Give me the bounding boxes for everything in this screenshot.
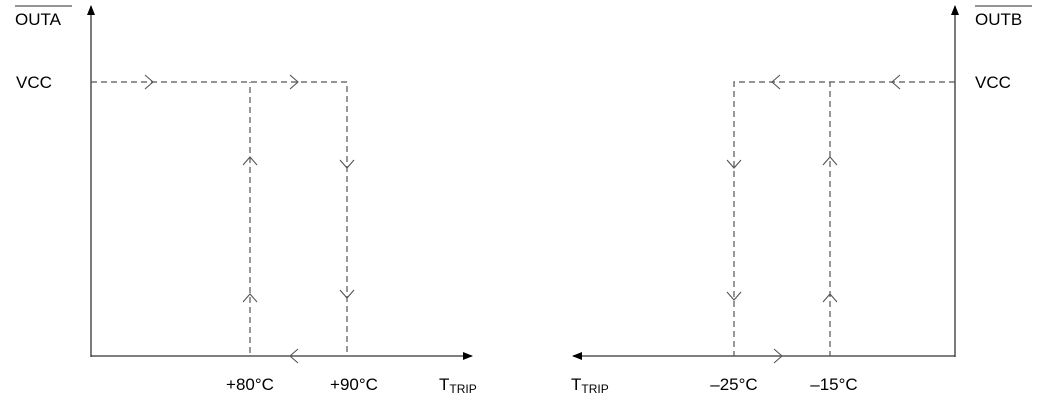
arrow-up-icon: [242, 156, 258, 166]
left-direction-arrows: [144, 74, 355, 364]
arrow-up-icon: [242, 293, 258, 303]
arrow-down-icon: [726, 291, 742, 301]
arrow-left-icon: [771, 74, 781, 90]
arrow-right-icon: [144, 74, 154, 90]
left-threshold-high: +90°C: [330, 375, 378, 394]
arrow-down-icon: [339, 289, 355, 299]
arrow-down-icon: [339, 159, 355, 169]
arrow-left-icon: [289, 348, 299, 364]
left-threshold-low: +80°C: [226, 375, 274, 394]
arrow-right-icon: [773, 348, 783, 364]
left-plot: OUTA VCC +80°C +90°C TTRIP: [15, 5, 477, 396]
right-vcc-label: VCC: [975, 73, 1011, 92]
left-hysteresis-path: [91, 81, 348, 357]
arrow-up-icon: [822, 293, 838, 303]
right-threshold-low: –25°C: [710, 375, 757, 394]
right-threshold-high: –15°C: [810, 375, 857, 394]
right-plot: OUTB VCC –25°C –15°C TTRIP: [571, 5, 1032, 396]
arrow-up-icon: [822, 156, 838, 166]
right-hysteresis-path: [733, 81, 955, 357]
right-y-label: OUTB: [975, 10, 1022, 29]
right-x-label: TTRIP: [571, 375, 609, 396]
arrow-left-icon: [891, 74, 901, 90]
left-y-label: OUTA: [15, 10, 62, 29]
right-direction-arrows: [726, 74, 901, 364]
left-vcc-label: VCC: [16, 73, 52, 92]
left-x-label: TTRIP: [439, 375, 477, 396]
arrow-right-icon: [289, 74, 299, 90]
arrow-down-icon: [726, 159, 742, 169]
